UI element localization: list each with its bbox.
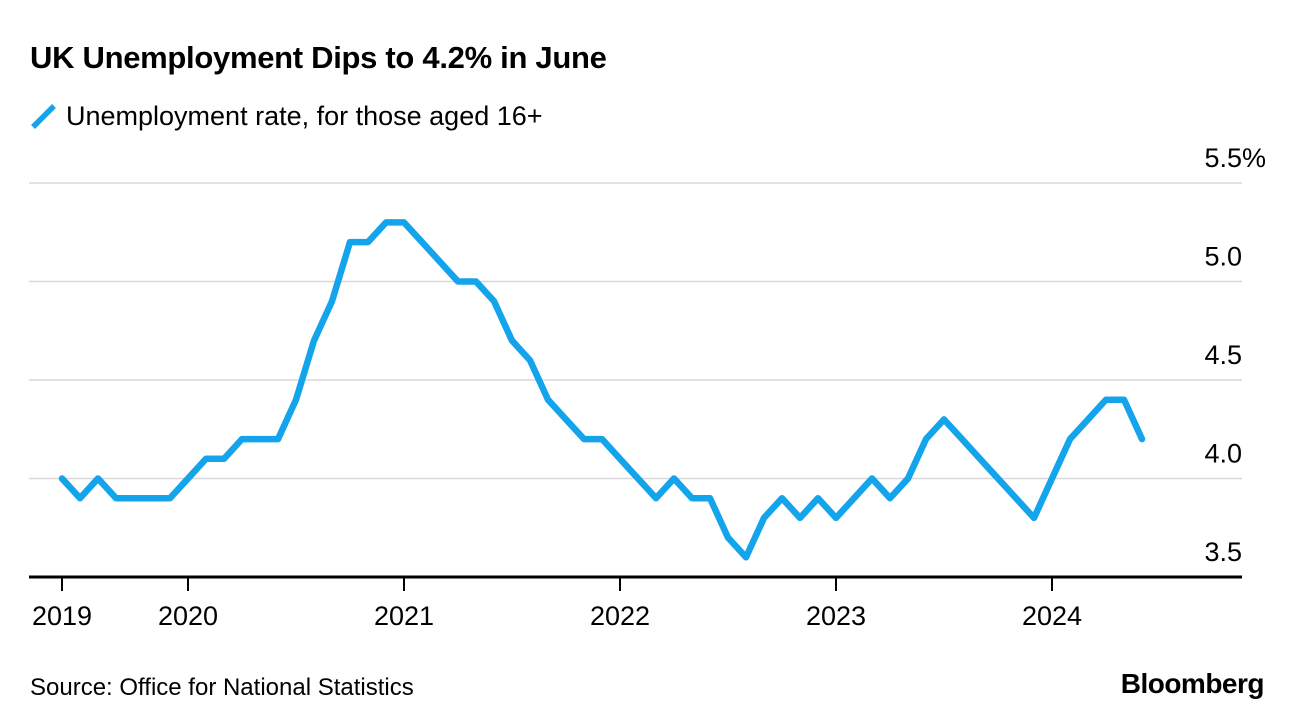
unemployment-rate-line — [58, 219, 1146, 561]
y-axis-label: 5.5 — [1204, 143, 1242, 173]
chart-title: UK Unemployment Dips to 4.2% in June — [30, 40, 607, 75]
legend-label: Unemployment rate, for those aged 16+ — [66, 101, 543, 131]
x-axis-label: 2021 — [374, 601, 434, 631]
x-axis-label: 2023 — [806, 601, 866, 631]
y-axis-unit: % — [1242, 143, 1266, 173]
x-axis-label: 2024 — [1022, 601, 1082, 631]
x-axis-label: 2022 — [590, 601, 650, 631]
y-axis-label: 5.0 — [1204, 242, 1242, 272]
y-axis-label: 3.5 — [1204, 537, 1242, 567]
y-axis-label: 4.5 — [1204, 340, 1242, 370]
bloomberg-logo: Bloomberg — [1120, 668, 1265, 699]
source-note: Source: Office for National Statistics — [30, 674, 414, 701]
legend-line-icon — [30, 103, 57, 130]
x-axis-label: 2020 — [158, 601, 218, 631]
legend: Unemployment rate, for those aged 16+ — [30, 103, 543, 130]
x-axis-label: 2019 — [32, 601, 92, 631]
y-axis-label: 4.0 — [1204, 439, 1242, 469]
